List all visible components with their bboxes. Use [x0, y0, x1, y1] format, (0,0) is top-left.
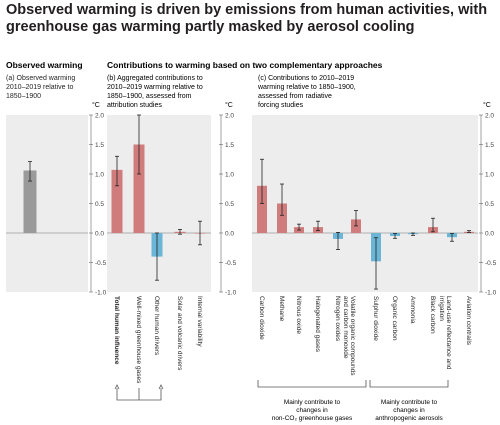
heading-contributions: Contributions to warming based on two co… [107, 60, 383, 70]
category-label: Black carbon [429, 296, 436, 334]
category-label-line: Land-use reflectance and [445, 296, 452, 370]
y-tick-label: 0.0 [95, 231, 104, 238]
panel-c-unit: °C [483, 101, 491, 109]
y-tick-label: 0.0 [485, 231, 494, 238]
y-tick-label: 2.0 [485, 113, 494, 120]
bar [277, 203, 287, 233]
panel-b-title-4: attribution studies [107, 102, 162, 109]
y-tick-label: 1.0 [95, 172, 104, 179]
plot-background [6, 115, 88, 292]
panel-b-title-3: 1850–1900, assessed from [107, 93, 192, 100]
panel-b-unit: °C [225, 101, 233, 109]
category-label: Well-mixed greenhouse gases [135, 296, 142, 384]
y-tick-label: -1.0 [485, 290, 497, 297]
panel-c-title-3: assessed from radiative [258, 93, 332, 100]
category-label: Nitrogen oxides [334, 296, 341, 342]
category-label: Volatile organic compoundsand carbon mon… [342, 296, 356, 376]
panel-a-unit: °C [92, 101, 100, 109]
category-label: Ammonia [409, 296, 416, 324]
plot-background [107, 115, 211, 292]
group-label-aerosols-3: anthropogenic aerosols [375, 415, 443, 422]
y-tick-label: 0.0 [225, 231, 234, 238]
y-tick-label: -0.5 [225, 260, 237, 267]
category-label: Solar and volcanic drivers [176, 296, 183, 371]
y-tick-label: 1.0 [485, 172, 494, 179]
category-label: Nitrous oxide [295, 296, 302, 334]
y-tick-label: 1.5 [485, 142, 494, 149]
panel-c-title-4: forcing studies [258, 102, 304, 109]
y-tick-label: 2.0 [95, 113, 104, 120]
panel-b-plot: 2.0 1.5 1.0 0.5 0.0 -0.5 -1.0 Total human influ… [107, 113, 237, 384]
group-label-non-co2-1: Mainly contribute to [284, 399, 341, 406]
category-label-line: irrigation [438, 296, 445, 321]
category-label: Halogenated gases [314, 296, 321, 353]
category-label: Aviation contrails [465, 296, 472, 346]
category-label: Sulphur dioxide [372, 296, 379, 341]
y-tick-label: 0.5 [95, 201, 104, 208]
panel-a-title-2: 2010–2019 relative to [6, 84, 73, 91]
panel-a-title-3: 1850–1900 [6, 93, 41, 100]
category-label: Other human drivers [153, 296, 160, 356]
y-tick-label: 0.5 [485, 201, 494, 208]
category-label: Total human influence [113, 296, 120, 365]
heading-observed: Observed warming [6, 60, 83, 70]
category-label: Organic carbon [391, 296, 398, 341]
y-tick-label: -0.5 [485, 260, 497, 267]
y-tick-label: 1.5 [225, 142, 234, 149]
y-tick-label: 1.5 [95, 142, 104, 149]
category-label: Carbon dioxide [258, 296, 265, 340]
group-label-aerosols-2: changes in [393, 407, 425, 414]
panel-c-plot: 2.0 1.5 1.0 0.5 0.0 -0.5 -1.0 Carbon dioxide Met… [252, 113, 497, 376]
y-tick-label: 1.0 [225, 172, 234, 179]
category-label-line: and carbon monoxide [342, 296, 349, 359]
bracket-b-arrows [116, 388, 162, 401]
panel-a-plot: 2.0 1.5 1.0 0.5 0.0 -0.5 -1.0 [6, 113, 107, 297]
bar [257, 185, 267, 233]
category-label-line: Volatile organic compounds [349, 296, 356, 376]
bracket-non-co2 [257, 380, 367, 388]
group-label-aerosols-1: Mainly contribute to [381, 399, 438, 406]
category-label: Land-use reflectance andirrigation [438, 296, 452, 370]
group-label-non-co2-2: changes in [296, 407, 328, 414]
panel-a-title-1: (a) Observed warming [6, 75, 75, 82]
panel-c-title-2: warming relative to 1850–1900, [257, 84, 356, 91]
bar [111, 169, 123, 233]
panel-c-title-1: (c) Contributions to 2010–2019 [258, 75, 354, 82]
bracket-b-arrow-head-left [114, 384, 120, 390]
category-label: Internal variability [196, 296, 203, 347]
y-tick-label: -1.0 [95, 290, 107, 297]
y-tick-label: -1.0 [225, 290, 237, 297]
plot-background [252, 115, 478, 292]
group-label-non-co2-3: non-CO₂ greenhouse gases [272, 415, 353, 422]
bracket-aerosols [369, 380, 449, 388]
bracket-b-arrow-head-right [158, 384, 164, 390]
y-tick-label: 0.5 [225, 201, 234, 208]
y-tick-label: -0.5 [95, 260, 107, 267]
category-label: Methane [278, 296, 285, 322]
bar [23, 170, 37, 233]
panel-b-title-2: 2010–2019 warming relative to [107, 84, 203, 91]
category-brackets [114, 380, 449, 401]
bar [133, 144, 145, 233]
panel-b-title-1: (b) Aggregated contributions to [107, 75, 203, 82]
y-tick-label: 2.0 [225, 113, 234, 120]
figure-title: Observed warming is driven by emissions … [6, 2, 488, 35]
